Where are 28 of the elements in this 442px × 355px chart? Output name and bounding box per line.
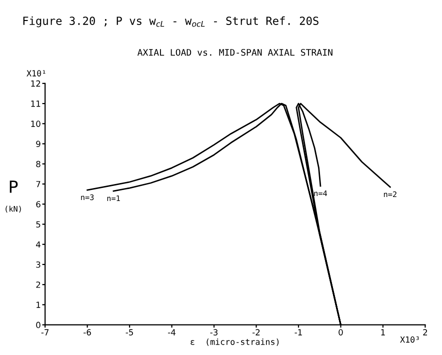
y-tick-label: 3 <box>36 261 40 268</box>
y-tick-label: 11 <box>31 100 40 107</box>
text: X10¹ <box>26 70 46 76</box>
y-tick-label: 0 <box>36 322 40 328</box>
y-tick-label: 10 <box>31 120 40 127</box>
y-tick-label: 4 <box>36 241 40 248</box>
y-tick-label: 9 <box>36 140 40 148</box>
y-tick-label: 1 <box>36 302 40 308</box>
x-tick-label: 0 <box>338 329 343 336</box>
y-tick-label: 8 <box>36 160 40 168</box>
x-tick-label: -5 <box>126 329 133 336</box>
x-tick-label: 2 <box>423 329 428 336</box>
x-tick-label: -7 <box>41 329 49 336</box>
x-tick-label: -4 <box>168 329 176 336</box>
y-tick-label: 6 <box>36 201 40 208</box>
x-tick-label: -1 <box>294 329 302 336</box>
x-axis-title: ε (micro-strains) <box>190 338 279 346</box>
text: Figure 3.20 ; P vs w$_{cL}$ - w$_{ocL}$ - Strut Ref. 20S <box>23 16 318 28</box>
x-tick-label: 1 <box>381 329 385 336</box>
x-tick-label: -6 <box>84 329 91 336</box>
text: X10³ <box>400 336 419 343</box>
y-tick-label: 5 <box>36 221 40 228</box>
x-tick-label: -2 <box>252 329 260 336</box>
y-tick-label: 12 <box>31 80 40 87</box>
x-tick-label: -3 <box>210 329 218 336</box>
chart-title: AXIAL LOAD vs. MID-SPAN AXIAL STRAIN <box>137 48 332 56</box>
y-tick-label: 7 <box>36 181 40 188</box>
y-tick-label: 2 <box>36 282 40 288</box>
